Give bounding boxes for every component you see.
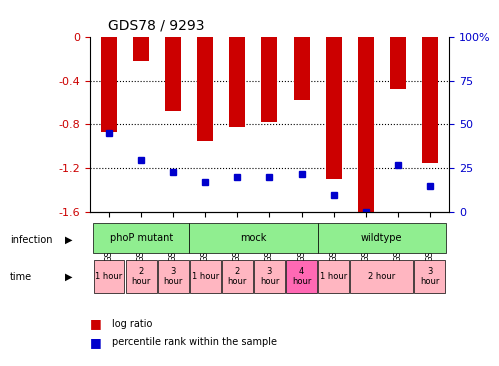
Text: 3
hour: 3 hour [260, 266, 279, 286]
Bar [318, 260, 349, 293]
Bar [126, 260, 157, 293]
Text: GDS78 / 9293: GDS78 / 9293 [108, 19, 204, 33]
Text: phoP mutant: phoP mutant [109, 233, 173, 243]
Bar [165, 37, 181, 111]
Text: ■: ■ [90, 336, 102, 349]
Bar [133, 37, 149, 61]
Bar [197, 37, 213, 141]
Text: time: time [10, 272, 32, 282]
Text: 4
hour: 4 hour [292, 266, 311, 286]
Text: 2
hour: 2 hour [131, 266, 151, 286]
Bar [222, 260, 253, 293]
Bar [286, 260, 317, 293]
Bar [230, 37, 246, 127]
Text: 1 hour: 1 hour [320, 272, 347, 281]
Bar [390, 37, 406, 89]
Text: ▶: ▶ [65, 272, 72, 282]
Text: 1 hour: 1 hour [192, 272, 219, 281]
Text: log ratio: log ratio [112, 319, 153, 329]
Text: wildtype: wildtype [361, 233, 403, 243]
Text: 3
hour: 3 hour [420, 266, 440, 286]
Bar [293, 37, 309, 100]
Bar [189, 223, 317, 253]
Bar [101, 37, 117, 132]
Text: 2
hour: 2 hour [228, 266, 247, 286]
Bar [93, 223, 189, 253]
Bar [415, 260, 445, 293]
Bar [358, 37, 374, 212]
Bar [317, 223, 446, 253]
Text: percentile rank within the sample: percentile rank within the sample [112, 337, 277, 347]
Text: 1 hour: 1 hour [95, 272, 123, 281]
Bar [190, 260, 221, 293]
Bar [94, 260, 124, 293]
Text: 2 hour: 2 hour [368, 272, 395, 281]
Bar [350, 260, 413, 293]
Bar [158, 260, 189, 293]
Text: 3
hour: 3 hour [164, 266, 183, 286]
Text: infection: infection [10, 235, 52, 245]
Bar [325, 37, 342, 179]
Bar [261, 37, 277, 122]
Text: mock: mock [240, 233, 266, 243]
Text: ▶: ▶ [65, 235, 72, 245]
Bar [422, 37, 438, 163]
Text: ■: ■ [90, 317, 102, 330]
Bar [254, 260, 285, 293]
